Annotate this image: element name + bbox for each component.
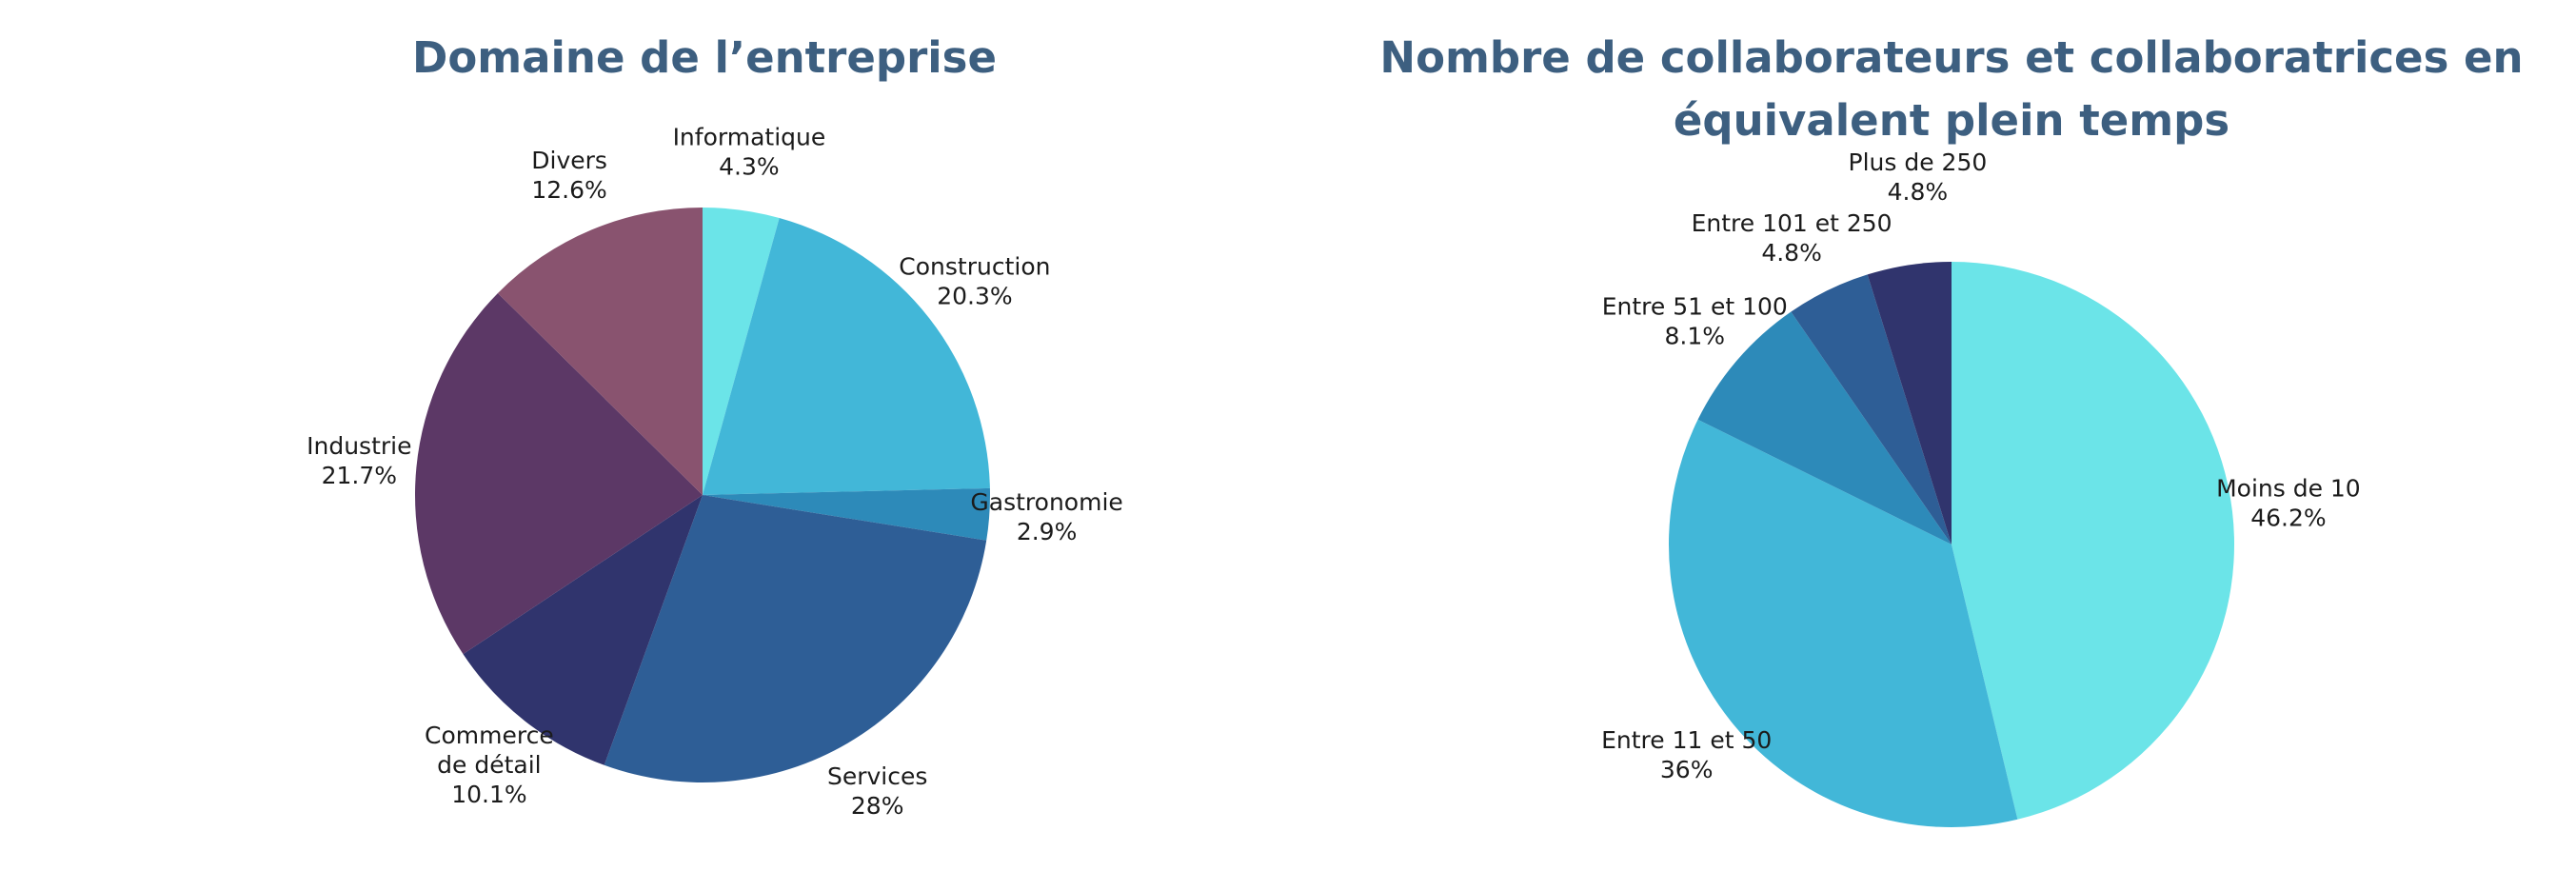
pie-slice: [1867, 262, 1952, 544]
slice-category-label: Gastronomie: [970, 488, 1122, 516]
slice-category-label: Divers: [531, 147, 607, 174]
slice-percent-label: 21.7%: [322, 462, 397, 489]
slice-percent-label: 8.1%: [1665, 323, 1726, 350]
pie-slice: [604, 495, 987, 783]
slice-percent-label: 46.2%: [2250, 505, 2326, 532]
pie-slice: [1697, 311, 1952, 544]
slice-percent-label: 4.3%: [719, 152, 780, 180]
pie-slice: [703, 208, 780, 495]
slice-category-label: Plus de 250: [1849, 148, 1988, 176]
pie-slice: [703, 217, 990, 496]
slice-category-label: Commerce: [425, 722, 554, 749]
slice-percent-label: 20.3%: [937, 283, 1012, 310]
chart-title-collaborateurs: Nombre de collaborateurs et collaboratri…: [1379, 32, 2524, 146]
chart-title-domaine: Domaine de l’entreprise: [411, 32, 997, 83]
slice-percent-label: 36%: [1660, 756, 1714, 783]
slice-category-label: Services: [827, 762, 927, 790]
slice-percent-label: 4.8%: [1888, 178, 1949, 206]
slice-percent-label: 12.6%: [531, 176, 606, 204]
pie-slice: [1952, 262, 2235, 820]
slice-percent-label: 2.9%: [1017, 518, 1078, 545]
slice-percent-label: 28%: [851, 792, 904, 820]
pie-slice: [415, 292, 703, 655]
pie-slice: [703, 487, 991, 541]
slice-category-label: Entre 51 et 100: [1602, 293, 1788, 321]
slice-category-label: de détail: [437, 751, 541, 779]
slice-percent-label: 10.1%: [451, 781, 526, 808]
pie-slice: [463, 495, 703, 765]
slice-category-label: Entre 101 et 250: [1692, 209, 1892, 237]
slice-category-label: Informatique: [673, 123, 826, 150]
slice-category-label: Entre 11 et 50: [1601, 726, 1772, 754]
pie-slice: [1668, 419, 2018, 828]
slice-category-label: Industrie: [307, 432, 411, 460]
slice-category-label: Moins de 10: [2216, 475, 2361, 503]
slice-percent-label: 4.8%: [1761, 239, 1822, 267]
pie-slice: [497, 208, 703, 495]
slice-category-label: Construction: [899, 253, 1050, 281]
pie-slice: [1791, 274, 1952, 544]
